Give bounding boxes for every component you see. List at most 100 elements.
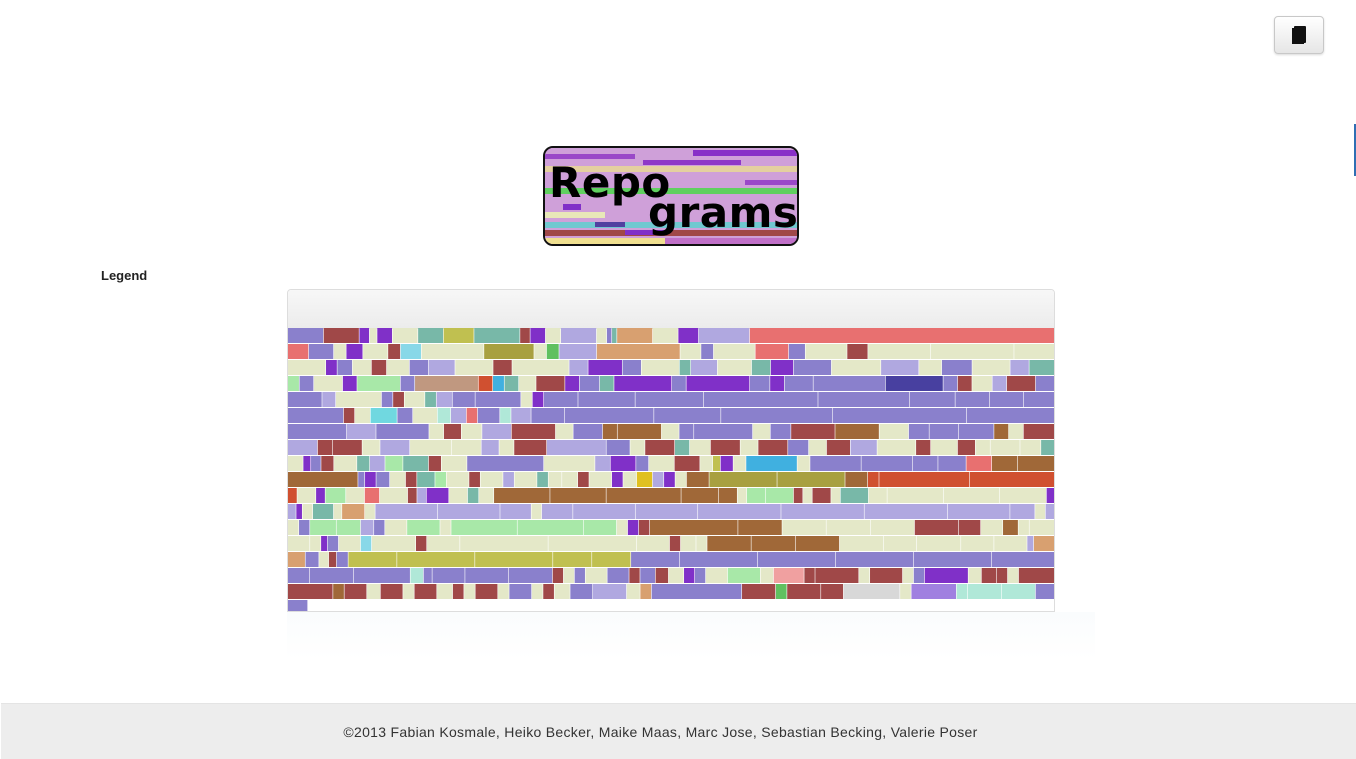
commit-block[interactable]	[574, 568, 585, 583]
commit-block[interactable]	[583, 520, 617, 535]
commit-block[interactable]	[416, 536, 427, 551]
commit-block[interactable]	[1018, 520, 1029, 535]
commit-block[interactable]	[479, 488, 494, 503]
commit-block[interactable]	[611, 472, 623, 487]
commit-block[interactable]	[924, 568, 968, 583]
commit-block[interactable]	[321, 456, 334, 471]
commit-block[interactable]	[847, 344, 868, 359]
commit-block[interactable]	[1010, 504, 1035, 519]
commit-block[interactable]	[346, 488, 365, 503]
commit-block[interactable]	[689, 440, 711, 455]
commit-block[interactable]	[389, 472, 406, 487]
commit-block[interactable]	[348, 552, 397, 567]
commit-block[interactable]	[840, 488, 869, 503]
commit-block[interactable]	[452, 392, 475, 407]
commit-block[interactable]	[288, 424, 347, 439]
commit-block[interactable]	[460, 536, 548, 551]
commit-block[interactable]	[636, 456, 649, 471]
commit-block[interactable]	[333, 504, 342, 519]
commit-block[interactable]	[1029, 360, 1055, 375]
commit-block[interactable]	[698, 504, 781, 519]
commit-block[interactable]	[369, 456, 385, 471]
commit-block[interactable]	[500, 408, 511, 423]
commit-block[interactable]	[859, 568, 870, 583]
commit-block[interactable]	[370, 408, 397, 423]
commit-block[interactable]	[464, 584, 475, 599]
commit-block[interactable]	[410, 568, 424, 583]
commit-block[interactable]	[958, 520, 981, 535]
commit-block[interactable]	[992, 376, 1007, 391]
commit-block[interactable]	[612, 328, 617, 343]
commit-block[interactable]	[947, 504, 1010, 519]
commit-block[interactable]	[835, 552, 914, 567]
commit-block[interactable]	[733, 456, 746, 471]
commit-block[interactable]	[791, 424, 835, 439]
commit-block[interactable]	[333, 584, 344, 599]
commit-block[interactable]	[635, 392, 704, 407]
commit-block[interactable]	[680, 536, 696, 551]
commit-block[interactable]	[573, 424, 603, 439]
commit-block[interactable]	[357, 376, 400, 391]
commit-block[interactable]	[417, 488, 427, 503]
commit-block[interactable]	[288, 488, 297, 503]
commit-block[interactable]	[288, 600, 308, 612]
commit-block[interactable]	[537, 472, 548, 487]
commit-block[interactable]	[514, 440, 547, 455]
commit-block[interactable]	[404, 392, 425, 407]
commit-block[interactable]	[467, 488, 479, 503]
commit-block[interactable]	[956, 584, 968, 599]
commit-block[interactable]	[870, 568, 903, 583]
commit-block[interactable]	[570, 584, 593, 599]
commit-block[interactable]	[357, 456, 370, 471]
commit-block[interactable]	[337, 360, 353, 375]
commit-block[interactable]	[311, 456, 321, 471]
commit-block[interactable]	[694, 568, 706, 583]
commit-block[interactable]	[541, 504, 573, 519]
commit-block[interactable]	[616, 520, 628, 535]
commit-block[interactable]	[288, 504, 296, 519]
commit-block[interactable]	[989, 392, 1024, 407]
commit-block[interactable]	[512, 360, 569, 375]
commit-block[interactable]	[316, 488, 325, 503]
commit-block[interactable]	[617, 328, 653, 343]
commit-block[interactable]	[514, 472, 537, 487]
commit-block[interactable]	[362, 440, 380, 455]
commit-block[interactable]	[773, 568, 804, 583]
commit-block[interactable]	[319, 552, 329, 567]
commit-block[interactable]	[592, 584, 627, 599]
commit-block[interactable]	[429, 424, 444, 439]
commit-block[interactable]	[916, 536, 961, 551]
commit-block[interactable]	[664, 472, 675, 487]
commit-block[interactable]	[972, 360, 1010, 375]
commit-block[interactable]	[1035, 584, 1055, 599]
legend-toggle[interactable]: Legend	[101, 268, 148, 283]
commit-block[interactable]	[654, 408, 721, 423]
commit-block[interactable]	[375, 504, 438, 519]
commit-block[interactable]	[943, 488, 1000, 503]
commit-block[interactable]	[720, 456, 733, 471]
commit-block[interactable]	[641, 360, 679, 375]
commit-block[interactable]	[1035, 504, 1045, 519]
commit-block[interactable]	[755, 344, 789, 359]
commit-block[interactable]	[879, 424, 909, 439]
commit-block[interactable]	[469, 472, 480, 487]
commit-block[interactable]	[374, 520, 385, 535]
commit-block[interactable]	[1007, 568, 1019, 583]
commit-block[interactable]	[492, 376, 504, 391]
commit-block[interactable]	[738, 520, 782, 535]
commit-block[interactable]	[379, 488, 408, 503]
commit-block[interactable]	[409, 360, 429, 375]
commit-block[interactable]	[451, 440, 481, 455]
commit-block[interactable]	[793, 488, 803, 503]
commit-block[interactable]	[810, 456, 861, 471]
commit-block[interactable]	[994, 424, 1009, 439]
commit-block[interactable]	[652, 472, 664, 487]
commit-block[interactable]	[994, 536, 1027, 551]
commit-block[interactable]	[413, 408, 437, 423]
commit-block[interactable]	[421, 344, 484, 359]
commit-block[interactable]	[327, 536, 339, 551]
commit-block[interactable]	[358, 472, 365, 487]
commit-block[interactable]	[908, 424, 929, 439]
commit-block[interactable]	[651, 584, 742, 599]
commit-block[interactable]	[709, 472, 777, 487]
